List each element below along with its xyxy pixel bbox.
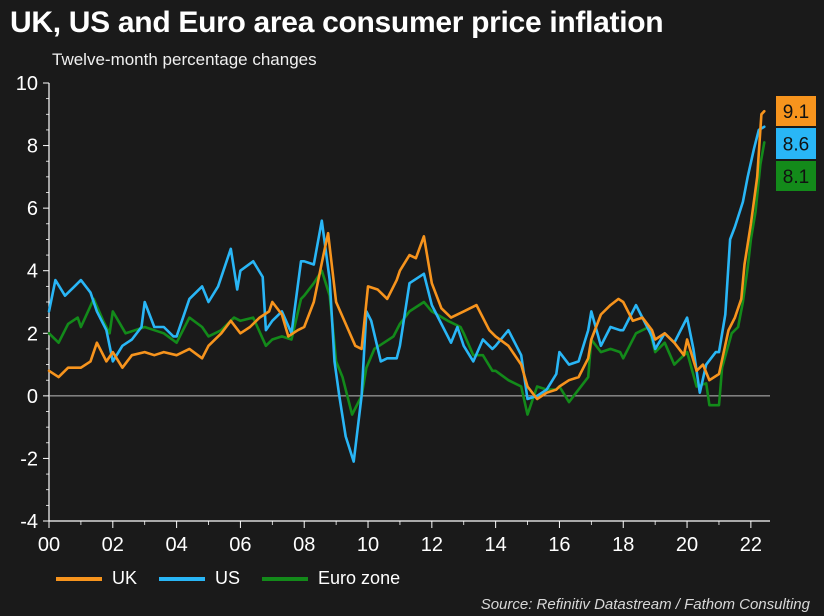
end-label-us: 8.6: [783, 135, 809, 156]
end-label-box-uk: [776, 96, 816, 126]
end-label-uk: 9.1: [783, 102, 809, 123]
legend-label-us: US: [215, 568, 241, 588]
legend-label-euro: Euro zone: [318, 568, 401, 588]
end-label-box-us: [776, 128, 816, 159]
legend-item-uk: UK: [56, 568, 137, 589]
x-tick-label: 10: [357, 534, 379, 556]
legend-item-us: US: [159, 568, 240, 589]
y-tick-label: 2: [27, 323, 38, 345]
x-tick-label: 02: [102, 534, 124, 556]
x-tick-label: 06: [229, 534, 251, 556]
chart-title: UK, US and Euro area consumer price infl…: [10, 6, 664, 39]
x-tick-label: 00: [38, 534, 60, 556]
legend-swatch-uk: [56, 576, 102, 581]
legend-swatch-euro: [262, 576, 309, 581]
x-tick-label: 16: [548, 534, 570, 556]
x-tick-label: 20: [676, 534, 698, 556]
end-label-box-euro: [776, 161, 816, 191]
series-line-uk: [47, 109, 766, 401]
y-tick-label: 10: [16, 73, 38, 95]
y-tick-label: -4: [20, 511, 38, 533]
y-tick-label: 0: [27, 386, 38, 408]
end-label-euro: 8.1: [783, 167, 809, 188]
x-tick-label: 22: [740, 534, 762, 556]
y-tick-label: 6: [27, 198, 38, 220]
chart-subtitle: Twelve-month percentage changes: [52, 50, 317, 69]
x-tick-label: 04: [165, 534, 187, 556]
legend-swatch-us: [159, 576, 206, 581]
series-line-us: [47, 125, 766, 463]
y-tick-label: 8: [27, 136, 38, 158]
legend-item-euro: Euro zone: [262, 568, 400, 589]
legend: UK US Euro zone: [56, 568, 400, 589]
x-tick-label: 18: [612, 534, 634, 556]
legend-label-uk: UK: [112, 568, 138, 588]
series-line-euro: [47, 141, 766, 416]
y-tick-label: -2: [20, 448, 38, 470]
x-tick-label: 12: [421, 534, 443, 556]
x-tick-label: 08: [293, 534, 315, 556]
y-tick-label: 4: [27, 261, 38, 283]
source-note: Source: Refinitiv Datastream / Fathom Co…: [480, 596, 810, 613]
x-tick-label: 14: [485, 534, 507, 556]
